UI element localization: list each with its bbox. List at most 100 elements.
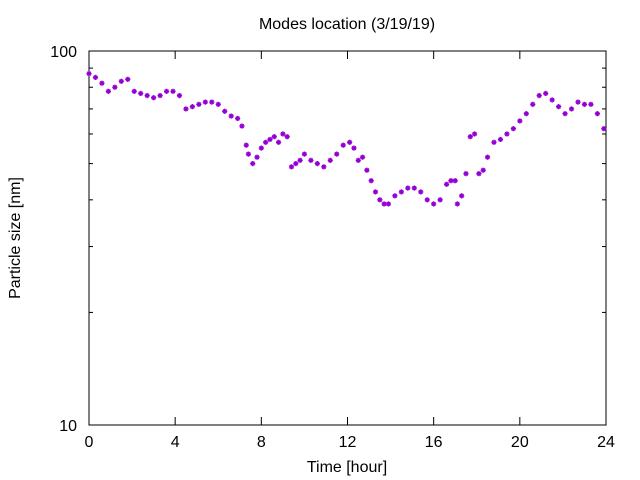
data-point [297,157,303,163]
data-point [392,193,398,199]
data-point [359,154,366,160]
data-point [105,88,111,94]
data-point [275,139,282,145]
x-tick-label: 4 [171,434,180,451]
data-point [530,101,536,107]
data-point [601,126,607,132]
data-point [347,139,353,145]
data-point [215,101,221,107]
data-point [99,80,105,86]
data-point [243,142,249,148]
data-point [448,178,454,184]
data-point [131,88,137,94]
data-point [176,92,183,99]
data-point [523,111,529,117]
data-point [418,189,424,195]
data-point [250,160,256,167]
data-point [480,167,486,173]
data-point [183,106,189,112]
data-point [263,139,269,145]
x-tick-label: 0 [85,434,94,451]
data-point [510,126,516,132]
data-point [228,113,234,119]
data-point [245,151,252,157]
data-point [459,193,465,199]
x-axis-label: Time [hour] [307,459,387,476]
data-point [189,104,195,110]
data-point [424,197,430,203]
data-point [308,157,314,163]
y-tick-label: 10 [59,418,77,435]
y-axis-label: Particle size [nm] [7,177,24,299]
data-point [575,99,581,105]
data-point [398,189,404,195]
data-point [125,76,131,82]
data-point [471,131,478,137]
data-point [467,134,473,140]
data-point [144,92,150,99]
data-point [543,90,549,97]
axis-ticks: 0 4 8 12 16 20 24 10 100 [50,44,615,451]
data-point [258,145,264,151]
data-point [594,111,600,117]
data-point [454,201,460,207]
data-point [112,84,118,90]
data-point [222,108,228,114]
data-point [138,90,144,97]
data-point [163,88,170,94]
data-point [355,157,361,163]
data-point [556,104,562,110]
x-tick-label: 24 [597,434,615,451]
data-point [504,131,510,137]
plot-frame [88,50,607,426]
data-point [377,197,383,203]
data-point [157,92,163,99]
data-point [239,123,245,129]
data-point [549,97,555,103]
data-point [443,181,450,187]
x-tick-label: 16 [425,434,443,451]
data-point [209,99,215,105]
data-point [254,154,260,160]
data-point [267,136,273,143]
data-point [271,134,277,140]
data-point [196,101,202,107]
data-point [301,151,308,157]
data-point [581,101,588,107]
data-point [151,95,157,101]
data-point [476,171,482,177]
data-point [321,164,327,170]
data-point [86,71,92,77]
data-point [372,189,379,195]
data-point [588,101,594,107]
data-point [536,92,542,99]
data-point [368,178,374,184]
data-point [411,185,417,191]
data-point [491,139,497,145]
x-tick-label: 12 [339,434,357,451]
data-point [484,154,491,160]
x-tick-label: 20 [511,434,529,451]
data-point [385,201,392,207]
data-point [437,197,443,203]
data-point [284,134,290,140]
data-points [86,71,607,207]
data-point [288,164,295,170]
data-point [334,151,340,157]
data-point [92,74,99,80]
data-point [517,118,523,124]
x-tick-label: 8 [257,434,266,451]
data-point [314,160,320,167]
data-point [452,178,458,184]
data-point [568,106,575,112]
data-point [293,160,299,167]
data-point [235,115,241,122]
data-point [327,157,333,163]
data-point [405,185,411,191]
data-point [562,111,568,117]
data-point [280,131,286,137]
data-point [118,78,124,84]
data-point [431,201,437,207]
data-point [364,167,370,173]
